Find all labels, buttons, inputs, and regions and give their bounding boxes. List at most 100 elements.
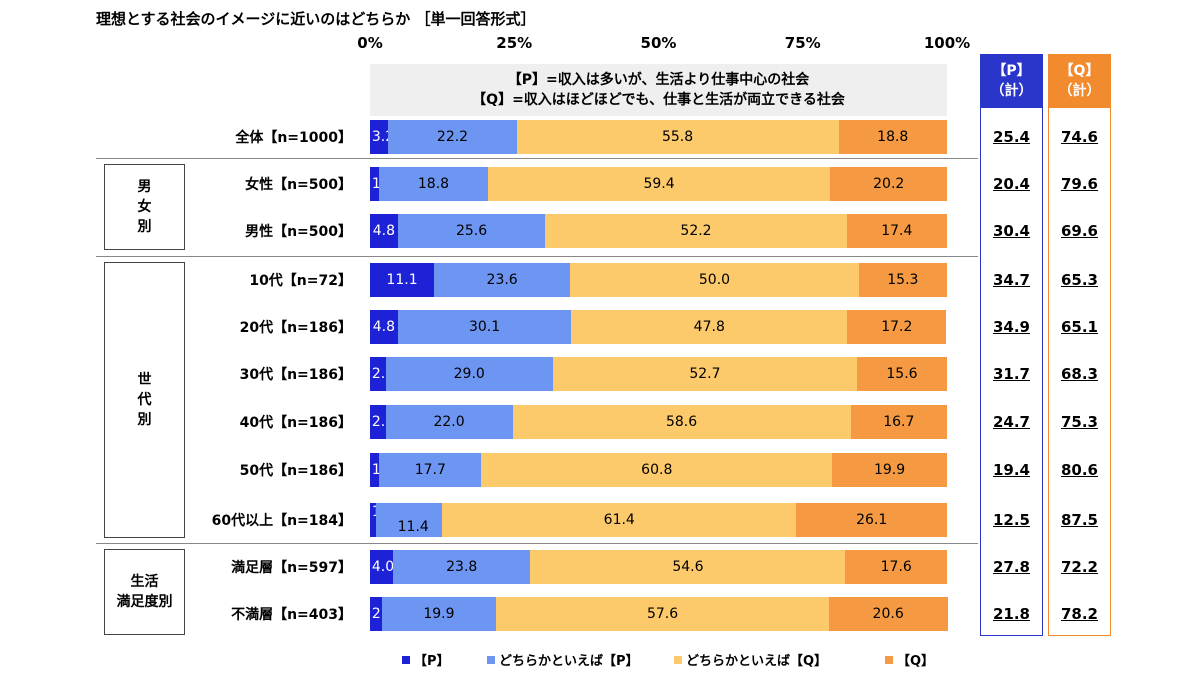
bar-segment <box>379 167 488 201</box>
data-label: 4.0 <box>371 559 395 575</box>
data-label: 4.8 <box>372 223 395 239</box>
data-label: 60.8 <box>641 462 673 478</box>
x-tick-label: 0% <box>357 34 383 52</box>
bar-segment <box>442 503 797 537</box>
data-label: 25.6 <box>455 223 488 239</box>
legend-label: 【P】 <box>414 654 450 669</box>
group-satisfaction: 生活 満足度別 <box>104 549 185 635</box>
total-p-value: 24.7 <box>992 413 1030 431</box>
legend-swatch <box>885 655 893 664</box>
group-label-line: 女 <box>137 199 152 215</box>
legend-swatch <box>402 655 410 664</box>
bar-segment <box>796 503 947 537</box>
bar-row: 2.019.957.620.6 <box>370 597 948 631</box>
bar-segment <box>516 120 839 154</box>
bar-segment <box>370 214 398 248</box>
total-p-value: 30.4 <box>992 222 1030 240</box>
legend-item: 【P】 <box>402 650 450 669</box>
data-label: 11.1 <box>386 272 418 288</box>
category-label: 40代【n=186】 <box>239 415 352 431</box>
total-q-header: 【Q】 （計） <box>1048 54 1111 108</box>
data-label: 17.6 <box>880 559 912 575</box>
data-label: 17.2 <box>881 319 913 335</box>
total-q-value: 87.5 <box>1060 511 1098 529</box>
total-p-value: 34.9 <box>992 318 1030 336</box>
definition-p: 【P】=収入は多いが、生活より仕事中心の社会 <box>507 72 810 88</box>
data-label: 15.6 <box>886 366 918 382</box>
bar-segment <box>370 310 398 344</box>
bar-segment <box>370 263 435 297</box>
bar-segment <box>397 214 546 248</box>
group-separator <box>96 256 978 257</box>
bar-segment <box>397 310 572 344</box>
bar-row: 1.111.461.426.1 <box>370 503 947 537</box>
data-label: 54.6 <box>672 559 704 575</box>
total-q-header-line1: 【Q】 <box>1059 63 1100 79</box>
bar-row: 2.7 22.0 58.6 16.7 <box>370 405 947 439</box>
total-q-value: 65.3 <box>1060 271 1098 289</box>
data-label: 30.1 <box>468 319 501 335</box>
legend-item: 【Q】 <box>885 650 934 669</box>
bar-segment <box>370 597 382 631</box>
group-gender: 男 女 別 <box>104 164 185 250</box>
total-p-value: 34.7 <box>992 271 1030 289</box>
legend-swatch <box>674 655 682 664</box>
definition-q: 【Q】=収入はほどほどでも、仕事と生活が両立できる社会 <box>472 92 845 108</box>
category-label: 50代【n=186】 <box>239 463 352 479</box>
bar-segment <box>545 214 847 248</box>
total-q-value: 75.3 <box>1060 413 1098 431</box>
total-p-value: 27.8 <box>992 558 1030 576</box>
data-label: 23.6 <box>486 272 518 288</box>
category-label: 満足層【n=597】 <box>231 560 352 576</box>
data-label: 57.6 <box>646 606 679 622</box>
data-label: 23.8 <box>446 559 478 575</box>
chart-title: 理想とする社会のイメージに近いのはどちらか ［単一回答形式］ <box>96 10 536 28</box>
total-p-value: 19.4 <box>992 461 1030 479</box>
category-label: 30代【n=186】 <box>239 367 352 383</box>
data-label: 47.8 <box>693 319 725 335</box>
total-q-value: 65.1 <box>1060 318 1098 336</box>
total-q-value: 72.2 <box>1060 558 1098 576</box>
definition-box: 【P】=収入は多いが、生活より仕事中心の社会 【Q】=収入はほどほどでも、仕事と… <box>370 64 947 116</box>
total-p-value: 25.4 <box>992 128 1030 146</box>
category-label: 20代【n=186】 <box>239 320 352 336</box>
data-label: 52.2 <box>680 223 712 239</box>
bar-segment <box>845 550 947 584</box>
data-label: 17.4 <box>881 223 913 239</box>
bar-row: 4.8 25.6 52.2 17.4 <box>370 214 947 248</box>
bar-segment <box>434 263 571 297</box>
bar-segment <box>828 597 948 631</box>
x-tick-label: 25% <box>496 34 533 52</box>
bar-segment <box>370 550 394 584</box>
total-q-value: 80.6 <box>1060 461 1098 479</box>
group-label-line: 男 <box>137 179 152 195</box>
bar-row: 1.618.859.420.2 <box>370 167 947 201</box>
data-label: 26.1 <box>856 512 888 528</box>
data-label: 29.0 <box>453 366 485 382</box>
x-tick-label: 50% <box>640 34 677 52</box>
total-q-value: 78.2 <box>1060 605 1098 623</box>
total-p-value: 21.8 <box>992 605 1030 623</box>
total-p-header-line1: 【P】 <box>992 63 1031 79</box>
x-tick-label: 75% <box>784 34 821 52</box>
group-separator <box>96 158 978 159</box>
data-label: 19.9 <box>423 606 455 622</box>
data-label: 22.2 <box>436 129 469 145</box>
bar-segment <box>571 310 848 344</box>
data-label: 4.8 <box>372 319 395 335</box>
bar-segment <box>370 405 386 439</box>
bar-segment <box>850 405 947 439</box>
bar-segment <box>385 405 513 439</box>
legend-item: どちらかといえば【P】 <box>487 650 639 669</box>
total-q-value: 79.6 <box>1060 175 1098 193</box>
bar-row: 11.1 23.6 50.0 15.3 <box>370 263 947 297</box>
legend-label: どちらかといえば【Q】 <box>686 654 828 669</box>
group-label-line: 代 <box>137 392 152 408</box>
data-label: 22.0 <box>433 414 465 430</box>
bar-segment <box>370 503 377 537</box>
bar-segment <box>487 167 831 201</box>
bar-segment <box>846 214 947 248</box>
category-label: 全体【n=1000】 <box>235 130 352 146</box>
bar-segment <box>552 357 857 391</box>
bar-row: 2.7 29.0 52.7 15.6 <box>370 357 947 391</box>
